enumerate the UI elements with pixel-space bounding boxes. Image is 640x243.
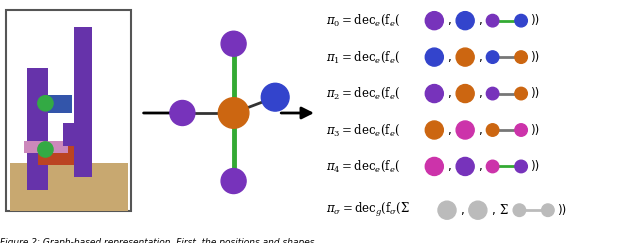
Text: )): )) [530, 160, 539, 173]
FancyBboxPatch shape [6, 10, 131, 211]
Ellipse shape [438, 201, 456, 219]
Text: ,: , [447, 160, 451, 173]
Ellipse shape [456, 157, 474, 175]
Ellipse shape [170, 101, 195, 125]
Text: )): )) [530, 14, 539, 27]
Text: ,: , [447, 123, 451, 137]
Ellipse shape [469, 201, 487, 219]
Text: Figure 2: Graph-based representation. First, the positions and shapes...: Figure 2: Graph-based representation. Fi… [0, 238, 323, 243]
Ellipse shape [515, 14, 527, 27]
Ellipse shape [515, 160, 527, 173]
Text: )): )) [557, 204, 566, 217]
Ellipse shape [456, 85, 474, 103]
Text: $\pi_3 = \mathrm{dec}_e(\mathrm{f}_e($: $\pi_3 = \mathrm{dec}_e(\mathrm{f}_e($ [326, 122, 401, 138]
Ellipse shape [486, 51, 499, 63]
Text: ,: , [447, 87, 451, 100]
Text: )): )) [530, 123, 539, 137]
Text: ,: , [491, 204, 495, 217]
Ellipse shape [221, 31, 246, 56]
Ellipse shape [425, 85, 444, 103]
Text: $\pi_2 = \mathrm{dec}_e(\mathrm{f}_e($: $\pi_2 = \mathrm{dec}_e(\mathrm{f}_e($ [326, 86, 401, 101]
Ellipse shape [425, 157, 444, 175]
Bar [48, 95, 72, 113]
Bar [38, 143, 74, 165]
Text: $\pi_0 = \mathrm{dec}_e(\mathrm{f}_e($: $\pi_0 = \mathrm{dec}_e(\mathrm{f}_e($ [326, 13, 401, 28]
Ellipse shape [515, 124, 527, 136]
Ellipse shape [486, 124, 499, 136]
Ellipse shape [515, 51, 527, 63]
Bar [63, 123, 88, 146]
Text: $\Sigma$: $\Sigma$ [499, 203, 509, 217]
Ellipse shape [425, 48, 444, 66]
Text: )): )) [530, 87, 539, 100]
Text: )): )) [530, 51, 539, 64]
Ellipse shape [38, 96, 53, 111]
Text: $\pi_4 = \mathrm{dec}_e(\mathrm{f}_e($: $\pi_4 = \mathrm{dec}_e(\mathrm{f}_e($ [326, 159, 401, 174]
Ellipse shape [221, 169, 246, 193]
Bar [27, 68, 48, 190]
Ellipse shape [456, 12, 474, 30]
Bar [74, 27, 92, 177]
Text: ,: , [478, 14, 482, 27]
Text: $\pi_{\sigma} = \mathrm{dec}_g(\mathrm{f}_{\sigma}(\Sigma$: $\pi_{\sigma} = \mathrm{dec}_g(\mathrm{f… [326, 201, 410, 219]
Ellipse shape [541, 204, 554, 217]
Ellipse shape [261, 83, 289, 111]
Bar [10, 163, 128, 211]
Ellipse shape [486, 14, 499, 27]
Ellipse shape [486, 160, 499, 173]
Text: ,: , [460, 204, 463, 217]
Ellipse shape [218, 98, 249, 128]
Text: $\pi_1 = \mathrm{dec}_e(\mathrm{f}_e($: $\pi_1 = \mathrm{dec}_e(\mathrm{f}_e($ [326, 50, 401, 65]
Ellipse shape [486, 87, 499, 100]
Text: ,: , [447, 51, 451, 64]
Bar [24, 141, 68, 153]
Text: ,: , [478, 160, 482, 173]
Ellipse shape [425, 121, 444, 139]
Text: ,: , [478, 123, 482, 137]
Ellipse shape [425, 12, 444, 30]
Ellipse shape [515, 87, 527, 100]
Ellipse shape [38, 142, 53, 157]
Ellipse shape [513, 204, 525, 217]
Text: ,: , [447, 14, 451, 27]
Ellipse shape [456, 121, 474, 139]
Text: ,: , [478, 87, 482, 100]
Text: ,: , [478, 51, 482, 64]
Ellipse shape [456, 48, 474, 66]
